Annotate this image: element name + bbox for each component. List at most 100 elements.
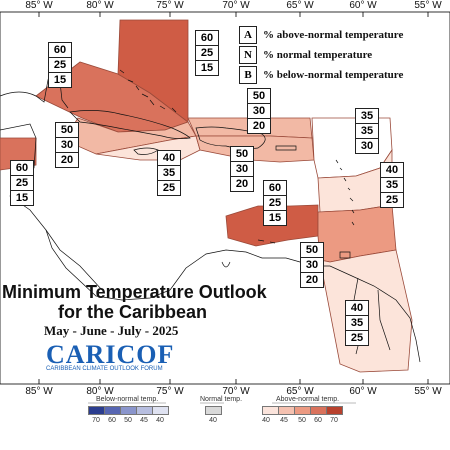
lon-label-85w: 85° W — [25, 0, 53, 11]
prob-box-cayman: 40 35 25 — [157, 150, 181, 196]
prob-box-eastern-caribbean: 40 35 25 — [380, 162, 404, 208]
caricof-logo: CARICOF — [46, 340, 175, 369]
lon-label-bottom-80w: 80° W — [86, 386, 114, 397]
prob-above: 40 — [346, 301, 368, 316]
prob-above: 35 — [356, 109, 378, 124]
prob-normal: 30 — [231, 162, 253, 177]
colorbar-value: 70 — [92, 417, 100, 424]
prob-below: 30 — [360, 140, 374, 152]
lon-label-bottom-75w: 75° W — [156, 386, 184, 397]
colorbar-swatch-below-40 — [152, 406, 169, 415]
colorbar-swatch-above-45 — [278, 406, 295, 415]
colorbar-swatch-normal-40 — [205, 406, 222, 415]
prob-box-florida: 60 25 15 — [48, 42, 72, 88]
lon-label-55w: 55° W — [414, 0, 442, 11]
colorbar-value: 40 — [156, 417, 164, 424]
map-title-line2: for the Caribbean — [58, 302, 208, 322]
prob-below: 15 — [268, 212, 282, 224]
prob-normal: 30 — [301, 258, 323, 273]
prob-above: 60 — [264, 181, 286, 196]
legend-letter-b: B — [239, 66, 257, 84]
prob-box-guianas: 40 35 25 — [345, 300, 369, 346]
bottom-ticks — [38, 379, 429, 384]
legend-letter-a: A — [239, 26, 257, 44]
lon-label-70w: 70° W — [222, 0, 250, 11]
prob-normal: 30 — [248, 104, 270, 119]
prob-normal: 25 — [11, 176, 33, 191]
prob-below: 20 — [305, 274, 319, 286]
legend-label-below: % below-normal temperature — [263, 69, 404, 81]
colorbar-swatch-above-40 — [262, 406, 279, 415]
prob-above: 60 — [11, 161, 33, 176]
prob-below: 15 — [53, 74, 67, 86]
prob-normal: 25 — [264, 196, 286, 211]
prob-normal: 30 — [56, 138, 78, 153]
colorbar-value: 60 — [108, 417, 116, 424]
prob-below: 20 — [60, 154, 74, 166]
top-ticks — [38, 12, 429, 17]
colorbar-swatch-above-50 — [294, 406, 311, 415]
lon-label-bottom-65w: 65° W — [286, 386, 314, 397]
prob-normal: 25 — [196, 46, 218, 61]
colorbar-swatch-above-60 — [310, 406, 327, 415]
colorbar-value: 45 — [140, 417, 148, 424]
map-title-line1: Minimum Temperature Outlook — [2, 282, 267, 302]
lon-label-bottom-55w: 55° W — [414, 386, 442, 397]
colorbar-above-title: Above-normal temp. — [276, 396, 340, 403]
colorbar-swatch-above-70 — [326, 406, 343, 415]
lon-label-80w: 80° W — [86, 0, 114, 11]
prob-normal: 35 — [381, 178, 403, 193]
prob-above: 50 — [231, 147, 253, 162]
prob-box-bahamas-east: 60 25 15 — [195, 30, 219, 76]
legend-letter-n: N — [239, 46, 257, 64]
legend-item-below: B % below-normal temperature — [239, 66, 403, 84]
colorbar-value: 40 — [209, 417, 217, 424]
prob-below: 25 — [162, 182, 176, 194]
prob-above: 60 — [49, 43, 71, 58]
prob-box-turks-caicos: 50 30 20 — [247, 88, 271, 134]
prob-above: 50 — [56, 123, 78, 138]
legend-item-normal: N % normal temperature — [239, 46, 372, 64]
prob-above: 40 — [158, 151, 180, 166]
prob-normal: 35 — [346, 316, 368, 331]
lon-label-65w: 65° W — [286, 0, 314, 11]
forecast-period: May - June - July - 2025 — [44, 323, 179, 338]
prob-below: 15 — [200, 62, 214, 74]
region-bahamas-east — [117, 19, 189, 123]
outlook-regions — [0, 19, 413, 373]
lon-label-60w: 60° W — [349, 0, 377, 11]
lon-label-bottom-85w: 85° W — [25, 386, 53, 397]
colorbar-swatch-below-70 — [88, 406, 105, 415]
colorbar-swatch-below-45 — [136, 406, 153, 415]
prob-normal: 25 — [49, 58, 71, 73]
lon-label-bottom-60w: 60° W — [349, 386, 377, 397]
prob-box-hispaniola: 50 30 20 — [230, 146, 254, 192]
prob-above: 60 — [196, 31, 218, 46]
colorbar-swatch-below-60 — [104, 406, 121, 415]
prob-box-cuba: 50 30 20 — [55, 122, 79, 168]
colorbar-value: 45 — [280, 417, 288, 424]
legend-label-normal: % normal temperature — [263, 49, 373, 61]
colorbar-value: 60 — [314, 417, 322, 424]
prob-above: 50 — [301, 243, 323, 258]
prob-box-abc-trinidad: 50 30 20 — [300, 242, 324, 288]
colorbar-swatch-below-50 — [120, 406, 137, 415]
prob-box-puerto-rico: 60 25 15 — [263, 180, 287, 226]
colorbar-below-title: Below-normal temp. — [96, 396, 159, 403]
prob-normal: 35 — [356, 124, 378, 139]
prob-box-belize: 60 25 15 — [10, 160, 34, 206]
legend-label-above: % above-normal temperature — [263, 29, 404, 41]
colorbar-value: 50 — [298, 417, 306, 424]
legend-item-above: A % above-normal temperature — [239, 26, 403, 44]
prob-normal: 35 — [158, 166, 180, 181]
lon-label-75w: 75° W — [156, 0, 184, 11]
caricof-logo-subtitle: CARIBBEAN CLIMATE OUTLOOK FORUM — [46, 366, 163, 372]
colorbar-value: 40 — [262, 417, 270, 424]
lon-label-bottom-70w: 70° W — [222, 386, 250, 397]
colorbar-value: 70 — [330, 417, 338, 424]
prob-below: 15 — [15, 192, 29, 204]
prob-above: 50 — [248, 89, 270, 104]
prob-below: 25 — [385, 194, 399, 206]
prob-below: 20 — [235, 178, 249, 190]
